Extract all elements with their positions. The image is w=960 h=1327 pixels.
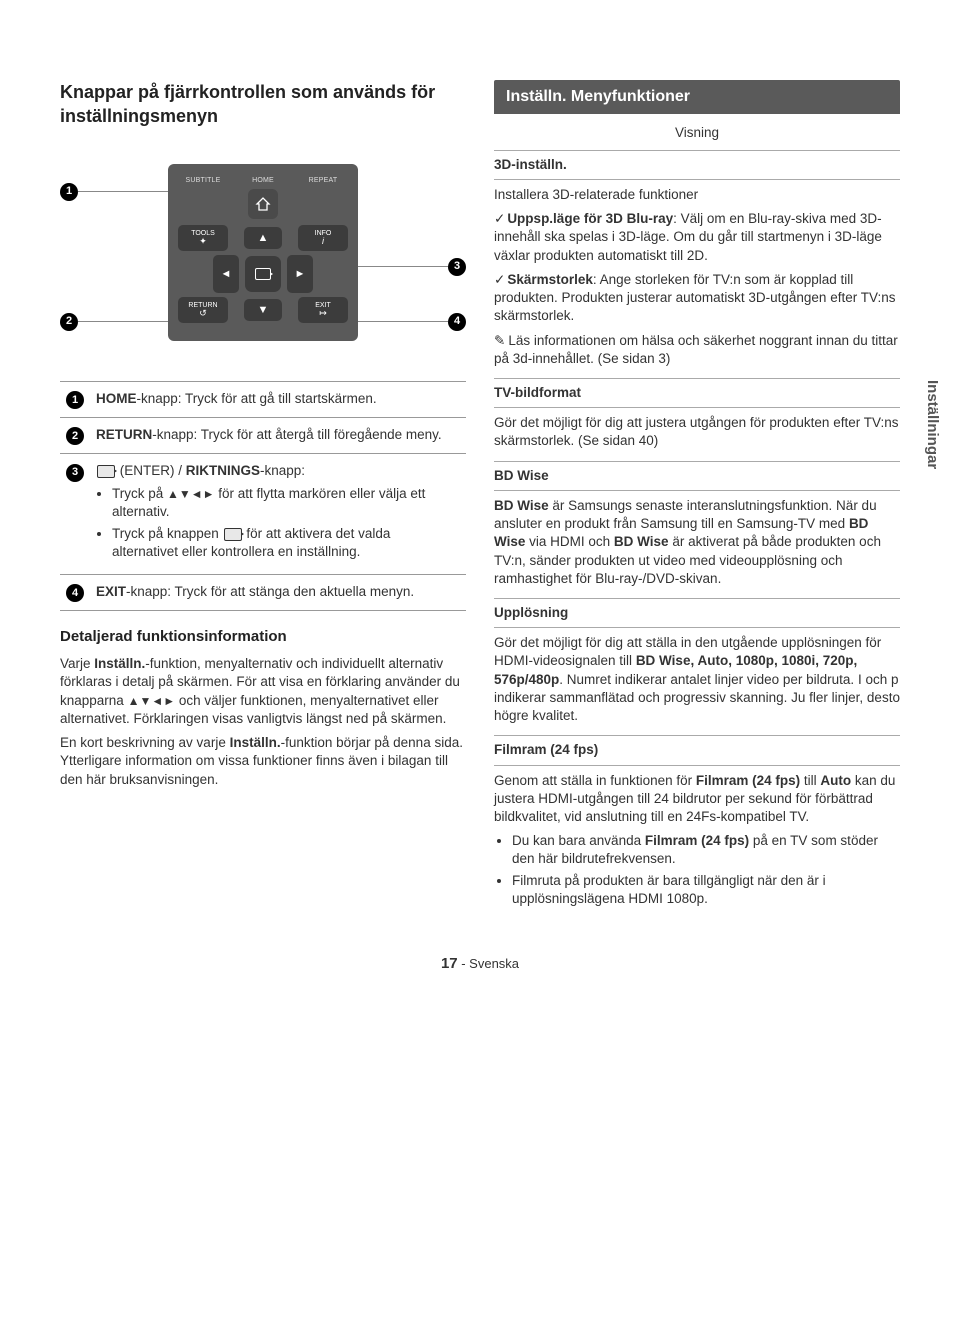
row1-text: HOME-knapp: Tryck för att gå till starts… — [90, 381, 466, 417]
detail-heading: Detaljerad funktionsinformation — [60, 627, 466, 647]
row4-text: EXIT-knapp: Tryck för att stänga den akt… — [90, 574, 466, 610]
callout-2: 2 — [60, 313, 78, 331]
callout-3: 3 — [448, 258, 466, 276]
p-3d-2: ✓Skärmstorlek: Ange storleken för TV:n s… — [494, 271, 900, 326]
p-3d-note: ✎Läs informationen om hälsa och säkerhet… — [494, 332, 900, 368]
info-button: INFOi — [298, 225, 348, 251]
table-row: 2 RETURN-knapp: Tryck för att återgå til… — [60, 418, 466, 454]
item-3d: 3D-inställn. — [494, 150, 900, 180]
callout-1: 1 — [60, 183, 78, 201]
page-footer: 17 - Svenska — [60, 954, 900, 974]
item-resolution: Upplösning — [494, 598, 900, 628]
up-arrow-icon: ▲ — [244, 227, 282, 249]
remote-subtitle-label: SUBTITLE — [178, 176, 228, 185]
left-title: Knappar på fjärrkontrollen som används f… — [60, 80, 466, 129]
menu-header: Inställn. Menyfunktioner — [494, 80, 900, 114]
detail-p1: Varje Inställn.-funktion, menyalternativ… — [60, 655, 466, 728]
row3-text: (ENTER) / RIKTNINGS-knapp: Tryck på ▲▼◄►… — [90, 454, 466, 574]
note-icon: ✎ — [494, 332, 505, 350]
remote-repeat-label: REPEAT — [298, 176, 348, 185]
table-row: 3 (ENTER) / RIKTNINGS-knapp: Tryck på ▲▼… — [60, 454, 466, 574]
item-bdwise: BD Wise — [494, 461, 900, 491]
remote-home-label: HOME — [238, 176, 288, 185]
return-button: RETURN↺ — [178, 297, 228, 323]
tools-button: TOOLS✦ — [178, 225, 228, 251]
p-tv: Gör det möjligt för dig att justera utgå… — [494, 414, 900, 450]
item-filmframe: Filmram (24 fps) — [494, 735, 900, 765]
right-arrow-icon: ► — [287, 255, 313, 293]
detail-p2: En kort beskrivning av varje Inställn.-f… — [60, 734, 466, 789]
home-icon — [248, 189, 278, 219]
p-resolution: Gör det möjligt för dig att ställa in de… — [494, 634, 900, 725]
p-bdwise: BD Wise är Samsungs senaste interanslutn… — [494, 497, 900, 588]
row2-text: RETURN-knapp: Tryck för att återgå till … — [90, 418, 466, 454]
remote-diagram: 1 2 3 4 SUBTITLE H — [60, 143, 466, 363]
callout-4: 4 — [448, 313, 466, 331]
p-3d-1: ✓Uppsp.läge för 3D Blu-ray: Välj om en B… — [494, 210, 900, 265]
p-3d-intro: Installera 3D-relaterade funktioner — [494, 186, 900, 204]
table-row: 4 EXIT-knapp: Tryck för att stänga den a… — [60, 574, 466, 610]
enter-icon — [224, 528, 242, 541]
remote-body: SUBTITLE HOME REPEAT TOOLS✦ — [168, 164, 358, 341]
check-icon: ✓ — [494, 210, 505, 228]
button-desc-table: 1 HOME-knapp: Tryck för att gå till star… — [60, 381, 466, 611]
side-tab-label: Inställningar — [922, 380, 942, 469]
down-arrow-icon: ▼ — [244, 299, 282, 321]
table-row: 1 HOME-knapp: Tryck för att gå till star… — [60, 381, 466, 417]
left-arrow-icon: ◄ — [213, 255, 239, 293]
exit-button: EXIT↦ — [298, 297, 348, 323]
visning-label: Visning — [494, 124, 900, 142]
check-icon: ✓ — [494, 271, 505, 289]
enter-icon — [97, 465, 115, 478]
item-tv: TV-bildformat — [494, 378, 900, 408]
filmframe-bullets: Du kan bara använda Filmram (24 fps) på … — [512, 832, 900, 908]
enter-button-icon — [245, 256, 281, 292]
p-filmframe: Genom att ställa in funktionen för Filmr… — [494, 772, 900, 827]
